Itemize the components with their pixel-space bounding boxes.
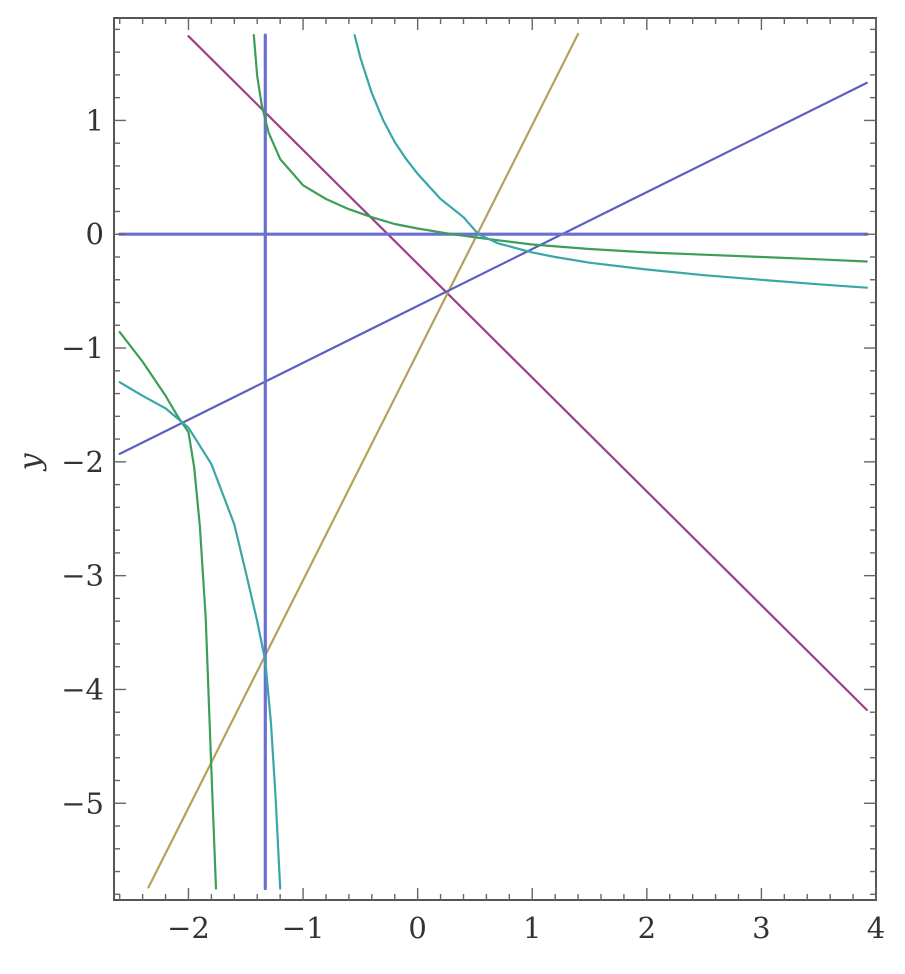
y-tick-label: −4 (61, 672, 104, 706)
y-tick-labels: 1 0 −1 −2 −3 −4 −5 (61, 103, 104, 820)
y-tick-label: −2 (61, 445, 104, 479)
series-line-7 (118, 331, 218, 890)
x-tick-label: 3 (752, 911, 770, 945)
plot-frame (113, 17, 877, 901)
series-line-9 (118, 381, 282, 890)
x-tick-labels: −2 −1 0 1 2 3 4 (167, 911, 885, 945)
series-lines (118, 32, 869, 891)
y-tick-label: −3 (61, 559, 104, 593)
x-tick-label: 1 (523, 911, 541, 945)
x-tick-label: −2 (167, 911, 210, 945)
x-tick-label: 4 (867, 911, 885, 945)
series-line-3 (118, 81, 868, 455)
x-tick-label: 0 (408, 911, 426, 945)
y-tick-label: −1 (61, 331, 104, 365)
tick-marks (114, 18, 877, 900)
series-line-2 (147, 32, 580, 889)
y-tick-label: 1 (86, 103, 104, 137)
x-tick-label: 2 (638, 911, 656, 945)
series-line-6 (252, 33, 868, 263)
y-tick-label: 0 (86, 217, 104, 251)
series-line-8 (353, 33, 868, 289)
y-axis-label: y (13, 452, 48, 472)
x-tick-label: −1 (282, 911, 325, 945)
y-tick-label: −5 (61, 786, 104, 820)
series-line-1 (187, 35, 868, 712)
